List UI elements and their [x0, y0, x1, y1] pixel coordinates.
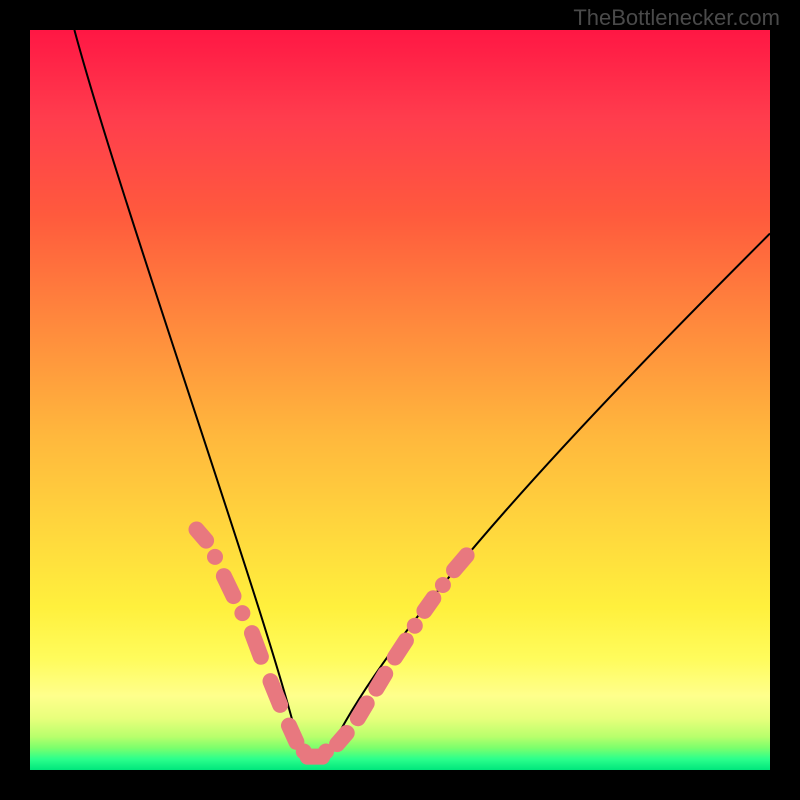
chart-svg	[30, 30, 770, 770]
watermark-text: TheBottlenecker.com	[573, 5, 780, 31]
chart-area	[30, 30, 770, 770]
